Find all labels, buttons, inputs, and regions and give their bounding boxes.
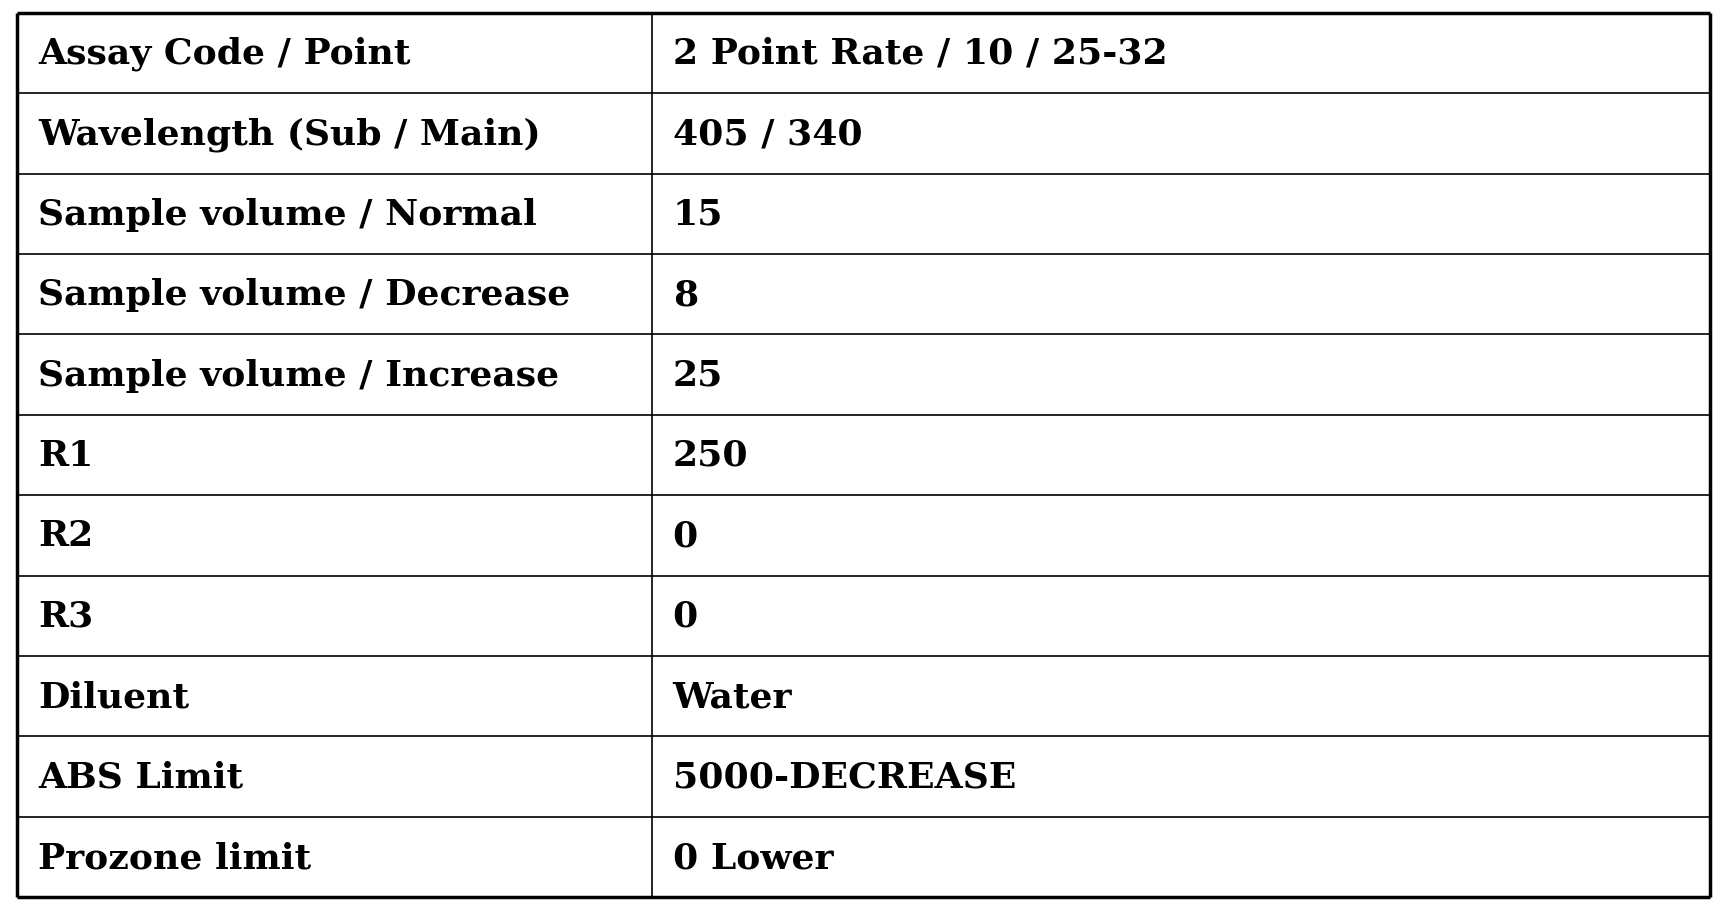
Text: Sample volume / Decrease: Sample volume / Decrease xyxy=(38,278,570,312)
Text: ABS Limit: ABS Limit xyxy=(38,760,244,793)
Text: Wavelength (Sub / Main): Wavelength (Sub / Main) xyxy=(38,117,541,151)
Text: 0: 0 xyxy=(674,519,698,553)
Text: Sample volume / Normal: Sample volume / Normal xyxy=(38,198,537,231)
Text: Sample volume / Increase: Sample volume / Increase xyxy=(38,358,560,392)
Text: R2: R2 xyxy=(38,519,93,553)
Text: 8: 8 xyxy=(674,278,698,312)
Text: 250: 250 xyxy=(674,438,748,473)
Text: 0: 0 xyxy=(674,599,698,633)
Text: 25: 25 xyxy=(674,358,724,392)
Text: Prozone limit: Prozone limit xyxy=(38,840,311,875)
Text: 0 Lower: 0 Lower xyxy=(674,840,832,875)
Text: 15: 15 xyxy=(674,198,724,231)
Text: R1: R1 xyxy=(38,438,93,473)
Text: Diluent: Diluent xyxy=(38,680,190,713)
Text: Assay Code / Point: Assay Code / Point xyxy=(38,36,411,71)
Text: R3: R3 xyxy=(38,599,93,633)
Text: 2 Point Rate / 10 / 25-32: 2 Point Rate / 10 / 25-32 xyxy=(674,36,1167,71)
Text: 405 / 340: 405 / 340 xyxy=(674,118,862,151)
Text: Water: Water xyxy=(674,680,793,713)
Text: 5000-DECREASE: 5000-DECREASE xyxy=(674,760,1015,793)
